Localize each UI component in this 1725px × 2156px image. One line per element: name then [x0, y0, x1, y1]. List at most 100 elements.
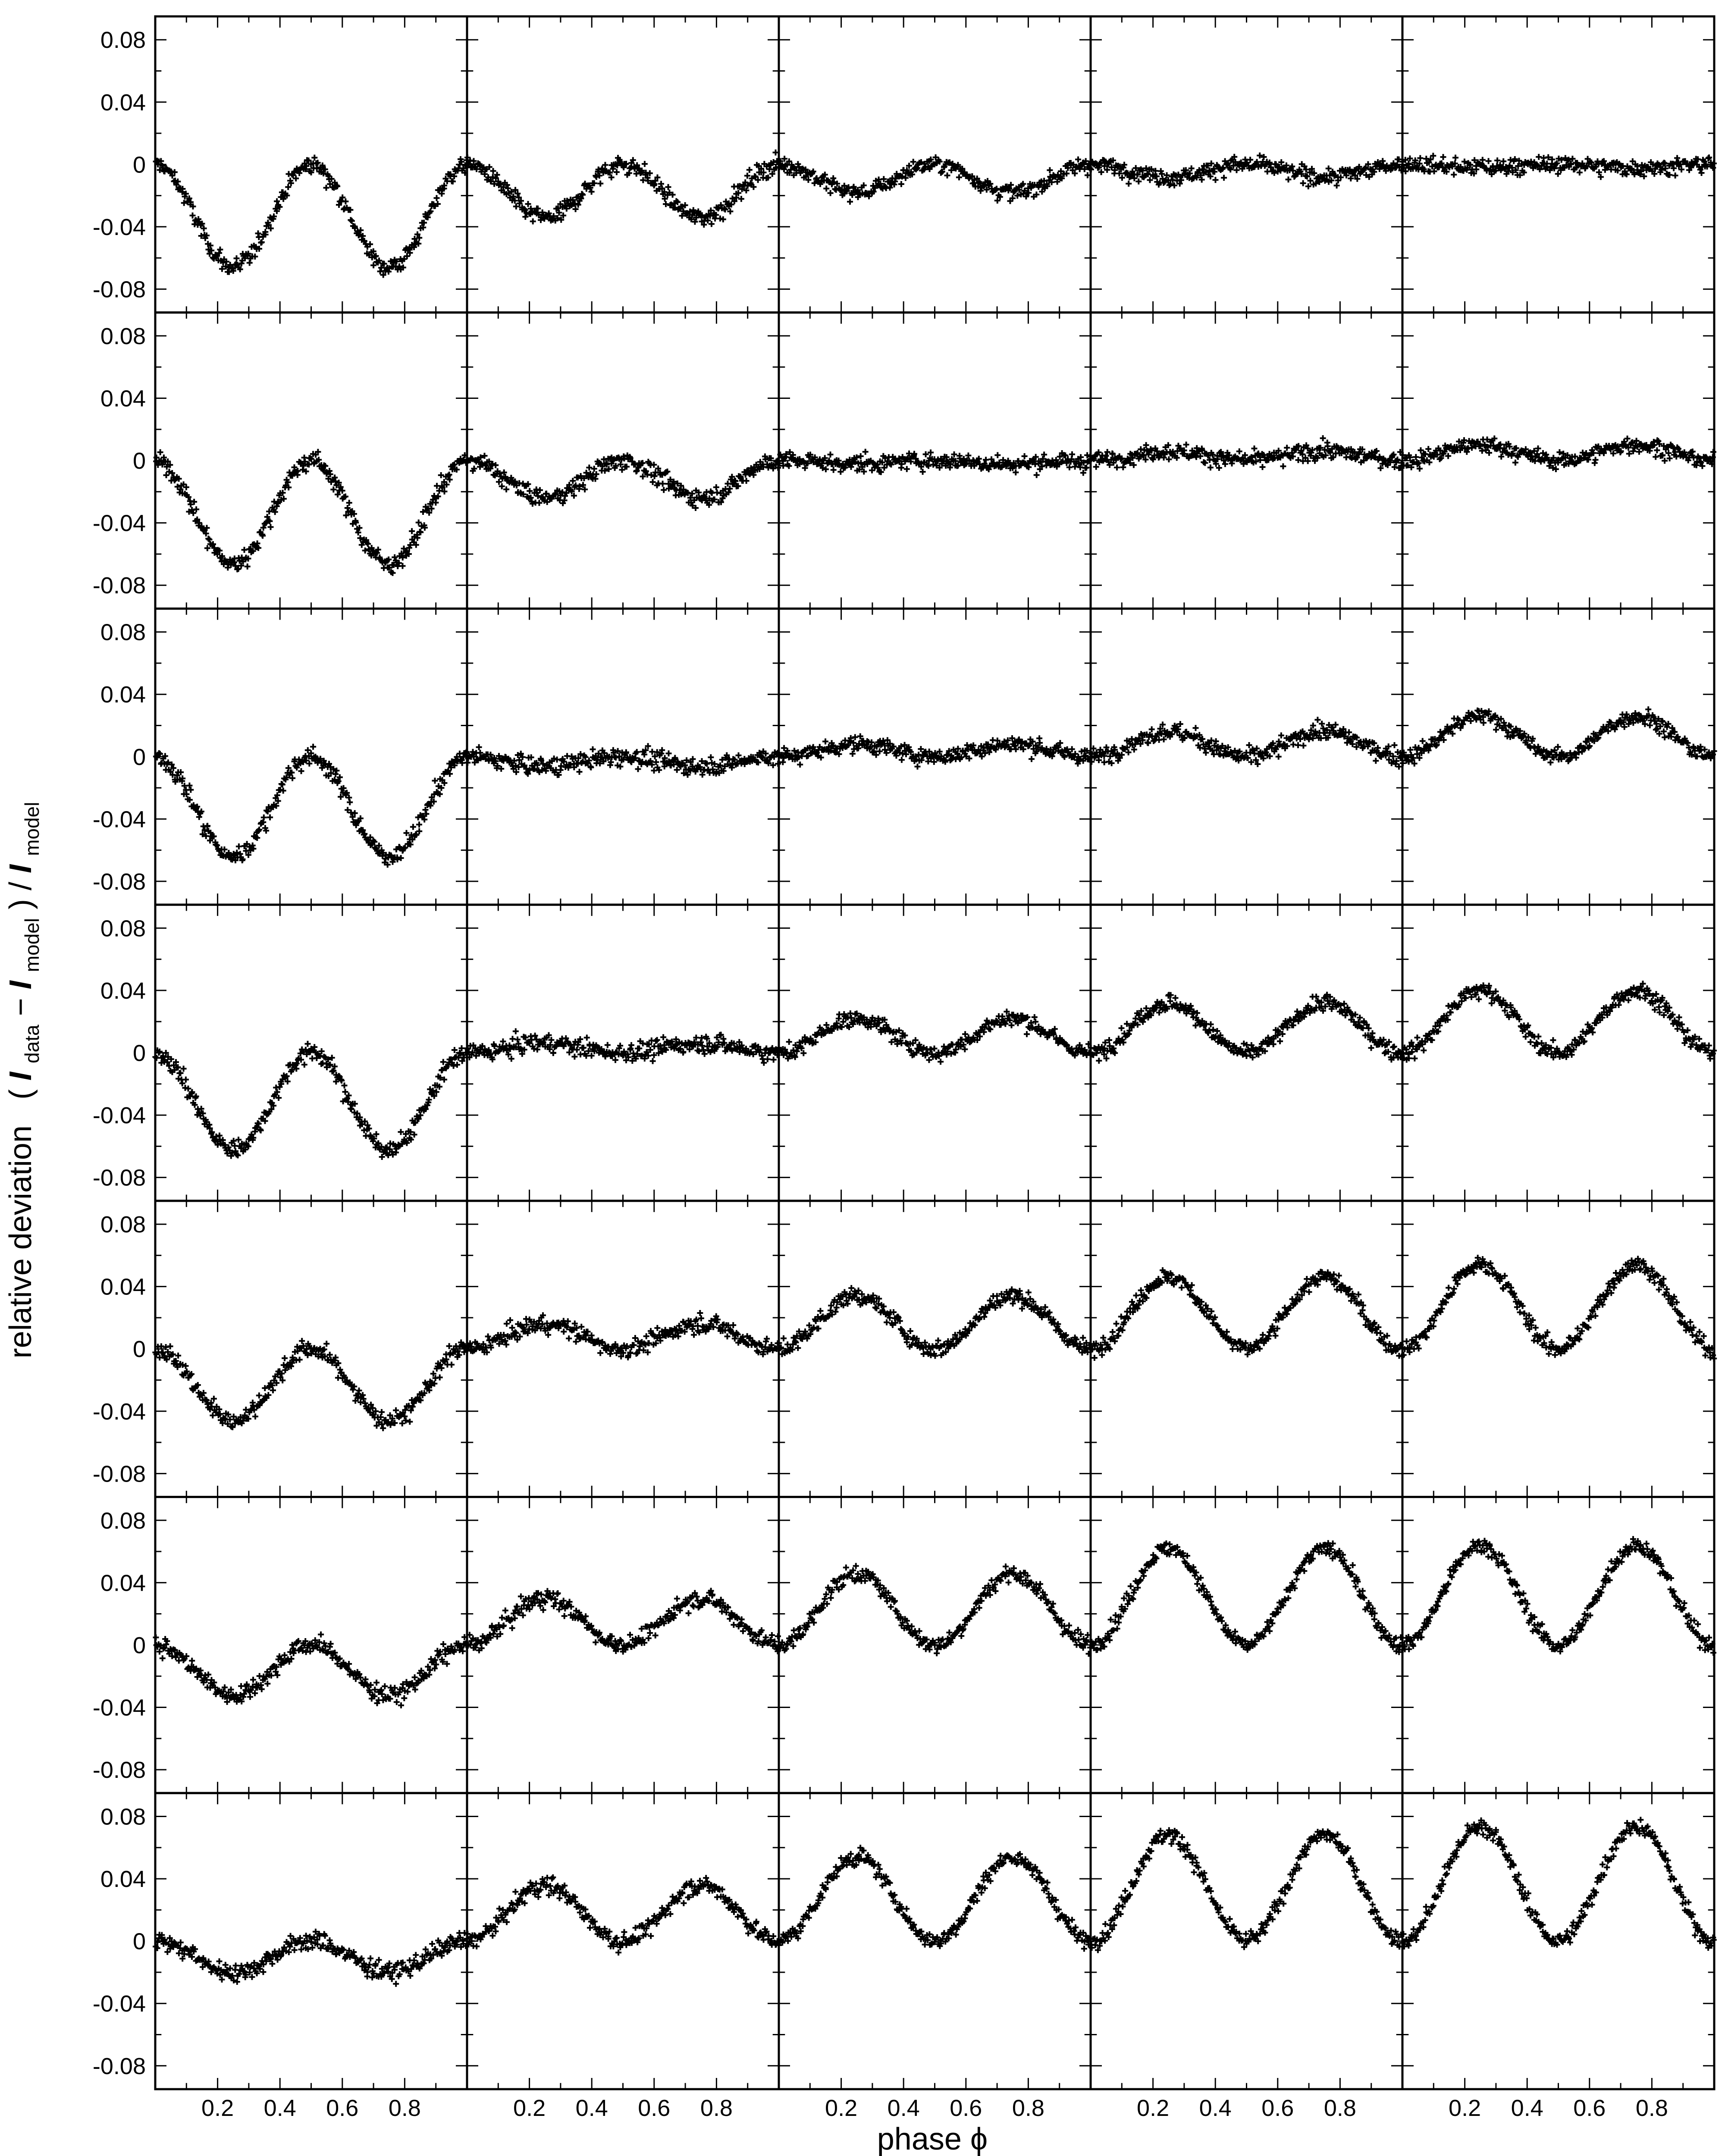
panel-r1-c1 — [153, 15, 470, 314]
scatter-points — [153, 448, 469, 576]
y-tick-label: 0 — [133, 1929, 146, 1955]
panel-r6-c5 — [1399, 1496, 1716, 1794]
data-marks — [1400, 981, 1717, 1063]
scatter-points — [1088, 717, 1405, 770]
x-tick-label: 0.2 — [513, 2095, 546, 2121]
x-tick-label: 0.8 — [1012, 2095, 1044, 2121]
panel-r4-c4 — [1088, 903, 1405, 1202]
data-marks — [464, 149, 782, 228]
y-tick-label: 0.08 — [100, 27, 146, 53]
data-marks — [464, 452, 781, 511]
panel-r4-c1 — [152, 903, 470, 1202]
panel-r2-c3 — [776, 311, 1093, 610]
scatter-points — [464, 1310, 782, 1360]
scatter-points — [1088, 152, 1405, 190]
scatter-points — [1399, 1254, 1717, 1362]
y-tick-label: -0.04 — [93, 1103, 146, 1128]
panel-r5-c5 — [1399, 1200, 1717, 1498]
scatter-points — [464, 149, 782, 228]
y-tick-label: 0 — [133, 152, 146, 178]
y-tick-label: 0.04 — [100, 1274, 146, 1300]
panel-frame — [1089, 903, 1404, 1202]
panel-r1-c5 — [1399, 15, 1717, 314]
data-marks — [776, 1009, 1093, 1065]
data-marks — [776, 448, 1093, 478]
scatter-points — [776, 1285, 1094, 1359]
y-tick-label: -0.04 — [93, 1991, 146, 2017]
x-tick-label: 0.8 — [1324, 2095, 1356, 2121]
scatter-points — [1088, 1267, 1405, 1361]
data-marks — [1399, 1254, 1717, 1362]
panel-r5-c4 — [1088, 1200, 1405, 1498]
scatter-points — [464, 743, 781, 778]
panel-frame — [778, 1200, 1092, 1498]
tick-labels: -0.08 -0.04 0 0.04 0.08 -0.08 -0.04 0 0.04 0.08 -0… — [93, 27, 1668, 2121]
panel-grid — [152, 15, 1717, 2090]
panel-r3-c1 — [153, 607, 470, 906]
panel-r7-c2 — [464, 1792, 781, 2090]
y-tick-label: -0.08 — [93, 1165, 146, 1191]
scatter-points — [464, 452, 781, 511]
y-tick-label: 0 — [133, 1633, 146, 1658]
data-marks — [1088, 1267, 1405, 1361]
data-marks — [464, 1028, 781, 1066]
panel-r6-c1 — [153, 1496, 469, 1794]
y-tick-label: -0.08 — [93, 573, 146, 599]
scatter-points — [153, 743, 470, 868]
panel-r1-c3 — [776, 15, 1093, 314]
y-tick-label: 0.08 — [100, 1212, 146, 1238]
panel-r4-c3 — [776, 903, 1093, 1202]
y-tick-label: 0.08 — [100, 323, 146, 349]
x-tick-label: 0.2 — [1449, 2095, 1481, 2121]
data-marks — [1088, 717, 1405, 770]
scatter-points — [1400, 981, 1717, 1063]
y-tick-label: -0.04 — [93, 511, 146, 536]
y-tick-label: -0.08 — [93, 869, 146, 895]
scatter-points — [1088, 1540, 1405, 1655]
panel-r7-c5 — [1400, 1792, 1717, 2090]
x-tick-label: 0.8 — [389, 2095, 421, 2121]
y-tick-label: 0.04 — [100, 978, 146, 1004]
data-marks — [152, 1040, 470, 1160]
data-marks — [464, 1310, 782, 1360]
y-tick-label: 0.04 — [100, 682, 146, 708]
y-axis-title: relative deviation ( I data − I model ) … — [3, 802, 46, 1359]
data-marks — [464, 1588, 781, 1655]
panel-r6-c3 — [777, 1496, 1093, 1794]
x-tick-label: 0.4 — [576, 2095, 608, 2121]
y-tick-label: 0 — [133, 744, 146, 770]
data-marks — [464, 1874, 781, 1956]
data-marks — [776, 1845, 1093, 1952]
scatter-points — [1400, 706, 1717, 767]
panel-r5-c1 — [152, 1200, 470, 1498]
panel-r3-c4 — [1088, 607, 1405, 906]
y-tick-label: -0.04 — [93, 1695, 146, 1721]
data-marks — [1088, 991, 1405, 1064]
scatter-points — [777, 1563, 1093, 1657]
panel-r7-c4 — [1088, 1792, 1405, 2090]
data-marks — [153, 448, 469, 576]
scatter-points — [776, 1009, 1093, 1065]
data-marks — [1400, 1817, 1717, 1951]
scatter-points — [776, 733, 1094, 770]
x-tick-label: 0.2 — [201, 2095, 234, 2121]
x-tick-label: 0.6 — [326, 2095, 358, 2121]
panel-r7-c1 — [153, 1792, 470, 2090]
panel-r4-c2 — [464, 903, 781, 1202]
y-tick-label: -0.08 — [93, 277, 146, 303]
x-tick-label: 0.2 — [1137, 2095, 1169, 2121]
scatter-points — [1088, 1827, 1405, 1953]
panel-frame — [778, 903, 1092, 1202]
panel-r7-c3 — [776, 1792, 1093, 2090]
x-tick-label: 0.6 — [1573, 2095, 1606, 2121]
scatter-points — [153, 154, 470, 278]
y-tick-label: 0.08 — [100, 1508, 146, 1534]
scatter-points — [152, 1338, 470, 1432]
x-tick-label: 0.6 — [638, 2095, 670, 2121]
panel-r6-c2 — [464, 1496, 781, 1794]
data-marks — [777, 1563, 1093, 1657]
x-tick-label: 0.8 — [1636, 2095, 1668, 2121]
panel-r6-c4 — [1088, 1496, 1405, 1794]
data-marks — [776, 154, 1093, 205]
